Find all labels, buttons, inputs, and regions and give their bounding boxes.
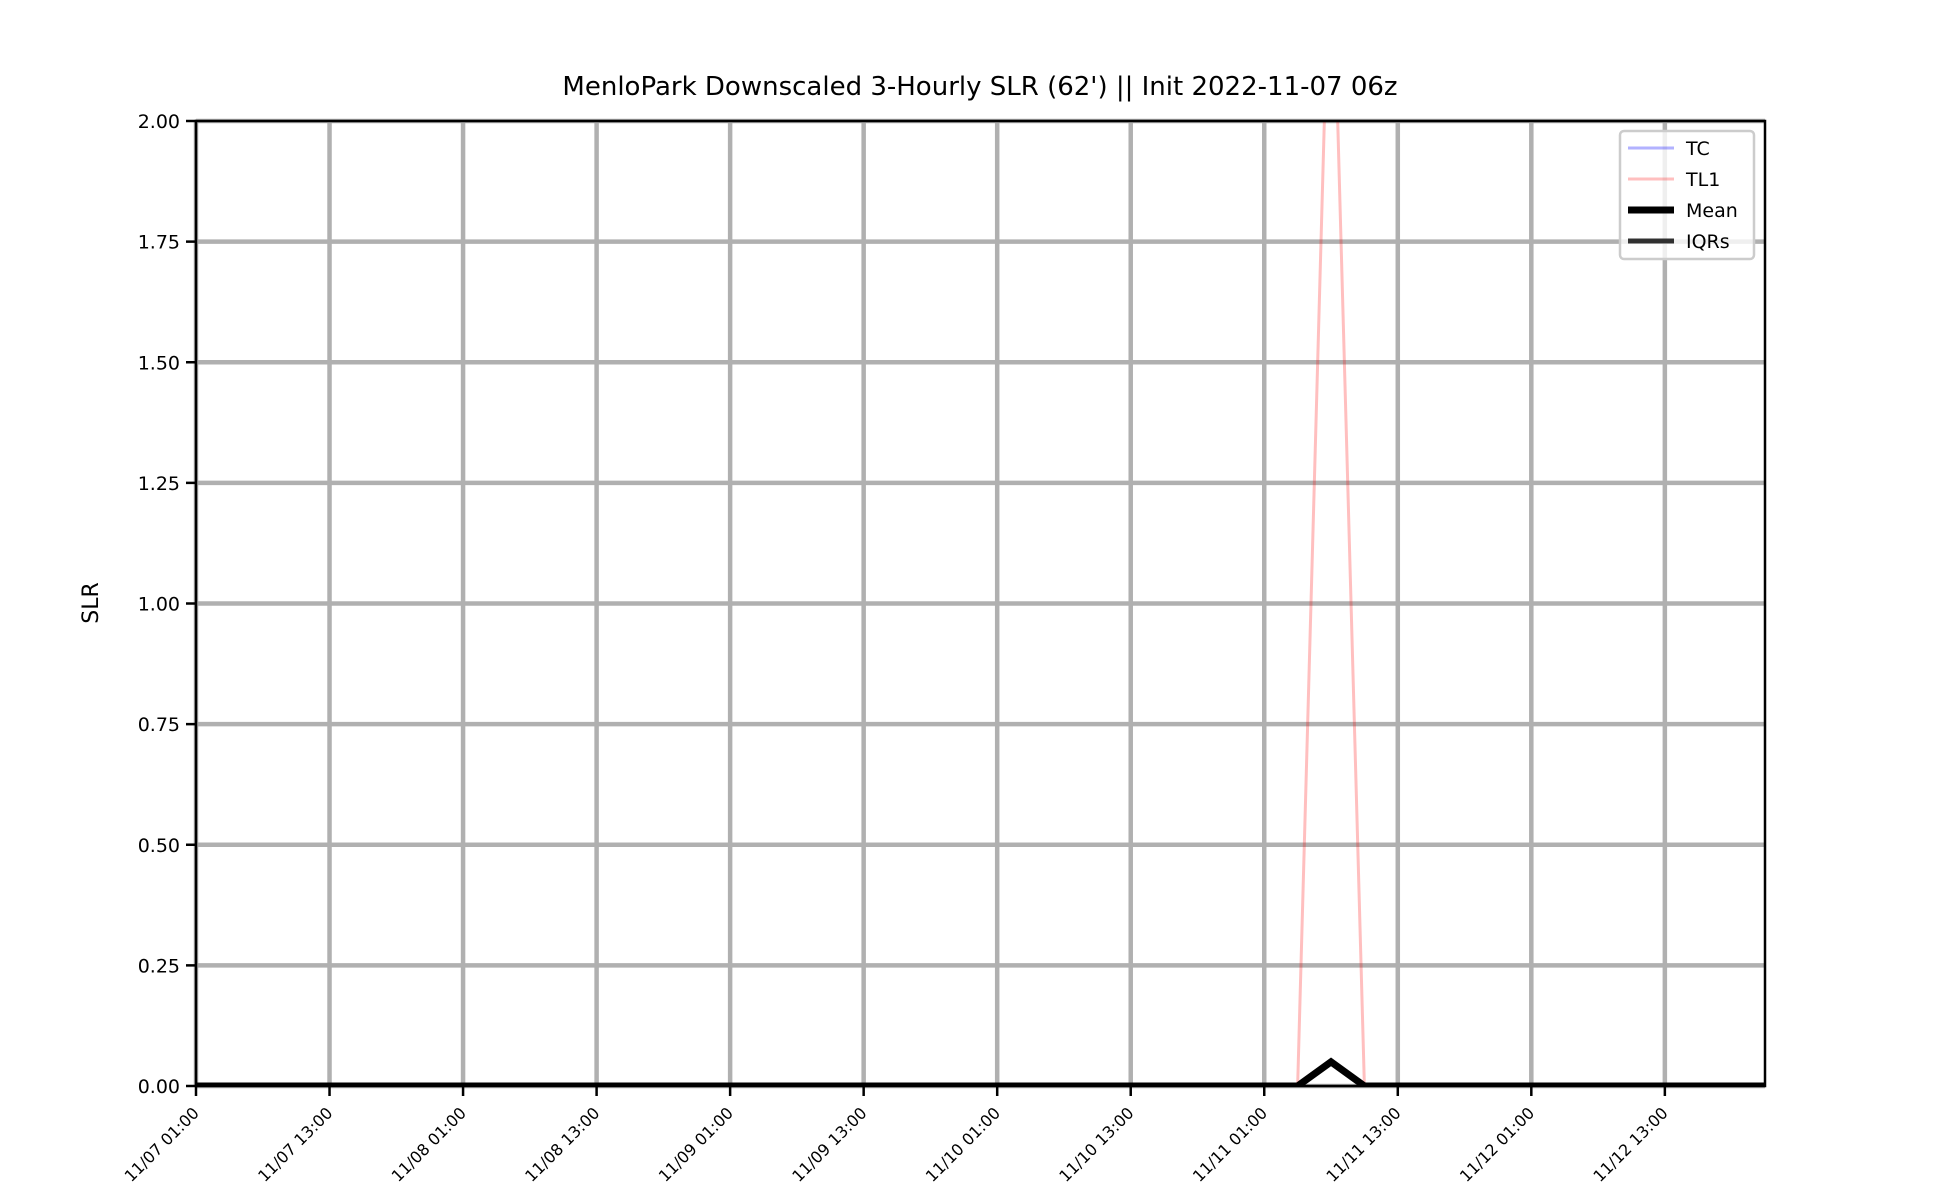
y-axis-label: SLR [79, 582, 104, 624]
y-tick-label: 1.50 [138, 352, 180, 374]
x-tick-label: 11/12 01:00 [1456, 1103, 1538, 1185]
legend-label-tc: TC [1685, 138, 1710, 160]
x-tick-label: 11/08 13:00 [521, 1103, 603, 1185]
x-tick-label: 11/10 13:00 [1055, 1103, 1137, 1185]
x-tick-label: 11/08 01:00 [388, 1103, 470, 1185]
series-line-mean [196, 1057, 1765, 1086]
chart-title: MenloPark Downscaled 3-Hourly SLR (62') … [562, 72, 1397, 102]
x-tick-label: 11/09 13:00 [788, 1103, 870, 1185]
x-tick-label: 11/12 13:00 [1589, 1103, 1671, 1185]
y-tick-label: 0.00 [138, 1076, 180, 1098]
x-tick-label: 11/11 13:00 [1322, 1103, 1404, 1185]
x-tick-label: 11/11 01:00 [1189, 1103, 1271, 1185]
x-tick-label: 11/09 01:00 [655, 1103, 737, 1185]
x-tick-label: 11/07 13:00 [254, 1103, 336, 1185]
legend-label-iqrs: IQRs [1686, 231, 1730, 253]
x-tick-label: 11/10 01:00 [922, 1103, 1004, 1185]
y-tick-label: 1.00 [138, 594, 180, 616]
legend-label-tl1: TL1 [1685, 169, 1720, 191]
series-lines [196, 121, 1765, 1086]
grid-lines [193, 118, 1765, 1089]
x-tick-label: 11/07 01:00 [121, 1103, 203, 1185]
y-tick-label: 1.25 [138, 473, 180, 495]
x-axis-ticks: 11/07 01:00 11/07 13:00 11/08 01:00 11/08 1… [121, 1086, 1672, 1186]
legend-box [1618, 129, 1756, 261]
y-tick-label: 2.00 [138, 111, 180, 133]
y-tick-label: 0.50 [138, 835, 180, 857]
y-axis-ticks: 0.00 0.25 0.50 0.75 1.00 1.25 1.50 1.75 2.00 [138, 111, 196, 1098]
y-tick-label: 0.75 [138, 714, 180, 736]
series-line-tl1 [1296, 121, 1366, 1086]
legend: TC TL1 Mean IQRs [1618, 129, 1756, 261]
y-tick-label: 1.75 [138, 232, 180, 254]
y-tick-label: 0.25 [138, 955, 180, 977]
legend-label-mean: Mean [1686, 200, 1738, 222]
